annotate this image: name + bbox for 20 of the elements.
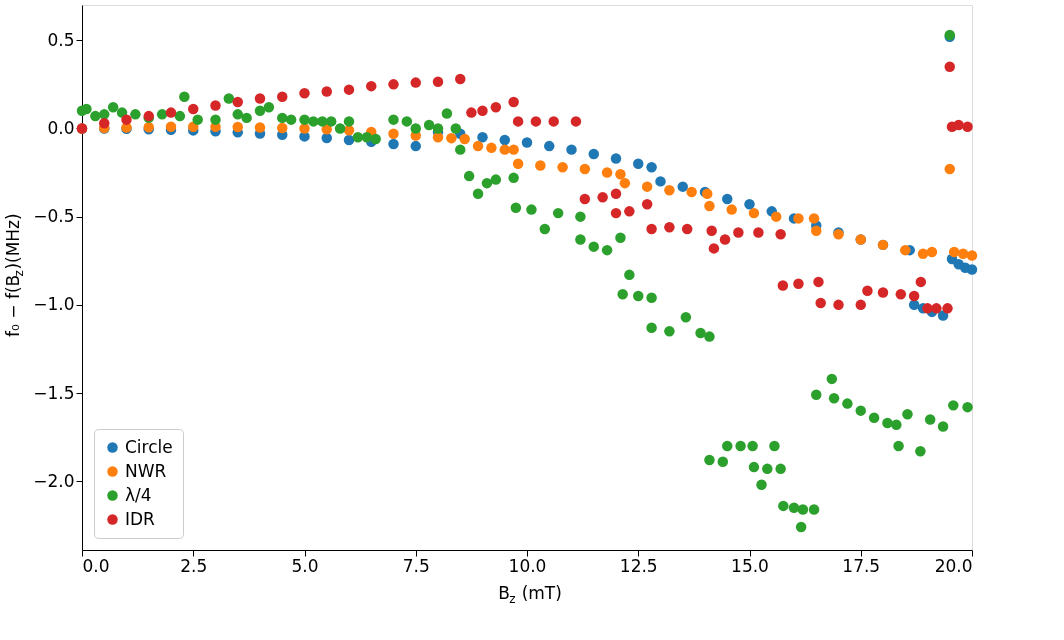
legend-label: NWR	[125, 460, 167, 481]
y-tick-label: −1.5	[33, 382, 75, 403]
x-tick-label: 15.0	[731, 555, 769, 576]
x-tick-label: 20.0	[934, 555, 973, 576]
legend-label: Circle	[125, 436, 173, 457]
x-tick-label: 2.5	[180, 555, 208, 576]
x-tick-label: 0.0	[82, 555, 110, 576]
y-axis-title: f₀ − f(Bz)(MHz)	[3, 213, 26, 337]
legend-label: λ/4	[125, 484, 152, 505]
x-tick-label: 12.5	[619, 555, 658, 576]
x-tick-label: 10.0	[508, 555, 547, 576]
y-tick-label: −1.0	[33, 294, 75, 315]
y-tick-label: −0.5	[33, 206, 75, 227]
y-tick-label: −2.0	[33, 470, 75, 491]
x-tick-label: 7.5	[402, 555, 430, 576]
y-tick-label: 0.5	[47, 29, 75, 50]
x-tick-label: 5.0	[291, 555, 319, 576]
y-tick-label: 0.0	[47, 117, 75, 138]
legend-label: IDR	[125, 508, 156, 529]
x-tick-label: 17.5	[842, 555, 881, 576]
